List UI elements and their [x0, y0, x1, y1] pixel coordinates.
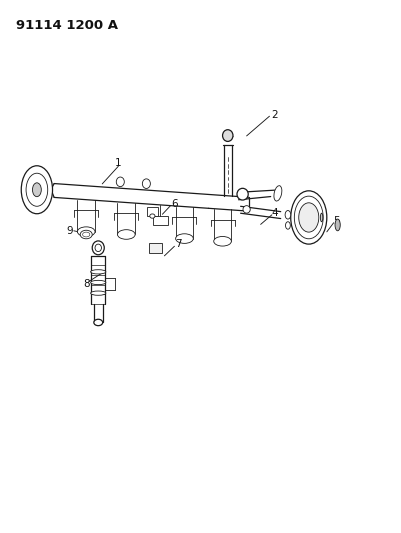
Text: 5: 5 [334, 216, 340, 226]
Text: 7: 7 [175, 239, 182, 249]
Text: 4: 4 [271, 208, 278, 218]
Text: 91114 1200 A: 91114 1200 A [16, 19, 118, 31]
Ellipse shape [285, 211, 291, 219]
Ellipse shape [91, 280, 106, 285]
Ellipse shape [21, 166, 53, 214]
Ellipse shape [26, 173, 48, 206]
Polygon shape [149, 243, 162, 253]
Ellipse shape [176, 234, 193, 244]
Ellipse shape [91, 270, 106, 274]
Ellipse shape [286, 222, 290, 229]
Ellipse shape [335, 219, 340, 231]
Text: 6: 6 [171, 199, 178, 208]
Text: 9: 9 [67, 226, 73, 236]
Ellipse shape [243, 206, 250, 213]
Ellipse shape [320, 213, 323, 222]
Polygon shape [147, 207, 158, 216]
Ellipse shape [91, 291, 106, 295]
Text: 3: 3 [312, 227, 318, 237]
Polygon shape [153, 215, 168, 225]
Ellipse shape [237, 188, 248, 200]
Ellipse shape [294, 196, 323, 239]
Ellipse shape [94, 319, 103, 326]
Text: 8: 8 [83, 279, 89, 288]
Ellipse shape [80, 230, 92, 239]
Ellipse shape [117, 230, 135, 239]
Ellipse shape [142, 179, 150, 189]
Ellipse shape [274, 185, 282, 201]
Text: 2: 2 [271, 110, 278, 119]
Ellipse shape [32, 183, 41, 197]
Text: 1: 1 [115, 158, 122, 167]
Ellipse shape [223, 130, 233, 141]
Ellipse shape [150, 214, 155, 218]
Ellipse shape [116, 177, 124, 187]
Ellipse shape [299, 203, 319, 232]
Ellipse shape [77, 227, 95, 237]
Ellipse shape [291, 191, 327, 244]
Ellipse shape [92, 241, 104, 255]
Ellipse shape [214, 237, 231, 246]
